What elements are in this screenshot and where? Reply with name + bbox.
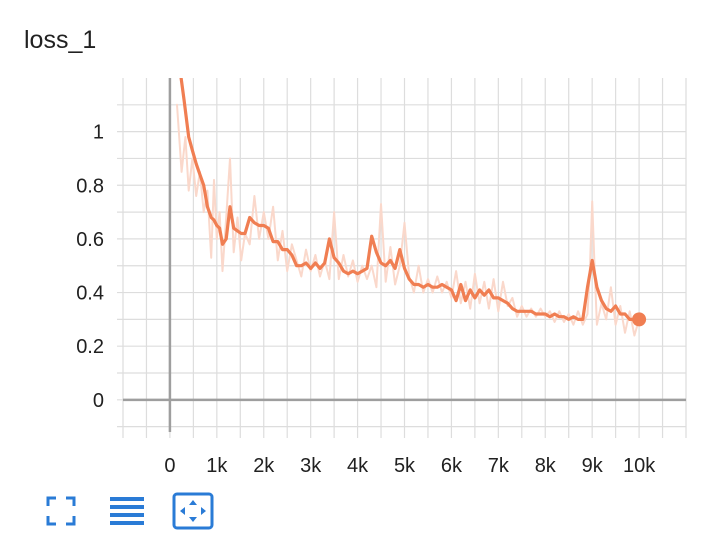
x-tick-label: 3k <box>300 455 322 477</box>
x-tick-label: 8k <box>535 455 557 477</box>
fullscreen-icon <box>46 496 76 526</box>
chart-toolbar <box>40 490 214 532</box>
x-tick-label: 4k <box>347 455 369 477</box>
raw-series-line <box>176 103 641 337</box>
last-point-marker <box>632 312 647 327</box>
x-tick-label: 1k <box>206 455 228 477</box>
fullscreen-button[interactable] <box>40 490 82 532</box>
toggle-log-scale-button[interactable] <box>106 490 148 532</box>
y-tick-label: 0.6 <box>76 229 104 251</box>
y-tick-label: 1 <box>93 122 104 144</box>
loss-chart: 0 1k 2k 3k 4k 5k 6k 7k 8k 9k 10k 0 0.2 0.4 0.6 0.8 1 <box>76 78 687 477</box>
list-lines-icon <box>110 497 144 525</box>
x-tick-label: 2k <box>253 455 275 477</box>
x-tick-label: 6k <box>441 455 463 477</box>
y-tick-label: 0.8 <box>76 175 104 197</box>
x-tick-label: 5k <box>394 455 416 477</box>
y-tick-label: 0 <box>93 390 104 412</box>
tick-label-layer: 0 1k 2k 3k 4k 5k 6k 7k 8k 9k 10k 0 0.2 0.4 0.6 0.8 1 <box>76 122 656 477</box>
raw-series-layer <box>176 103 641 337</box>
smoothed-series-line <box>179 78 641 321</box>
chart-title: loss_1 <box>24 26 97 54</box>
fit-to-data-icon <box>172 492 214 530</box>
y-tick-label: 0.4 <box>76 283 104 305</box>
y-tick-label: 0.2 <box>76 336 104 358</box>
fit-domain-button[interactable] <box>172 490 214 532</box>
axis-layer <box>123 78 686 432</box>
smoothed-series-layer <box>179 78 647 327</box>
x-tick-label: 0 <box>164 455 175 477</box>
x-tick-label: 9k <box>582 455 604 477</box>
x-tick-label: 7k <box>488 455 510 477</box>
x-tick-label: 10k <box>623 455 656 477</box>
